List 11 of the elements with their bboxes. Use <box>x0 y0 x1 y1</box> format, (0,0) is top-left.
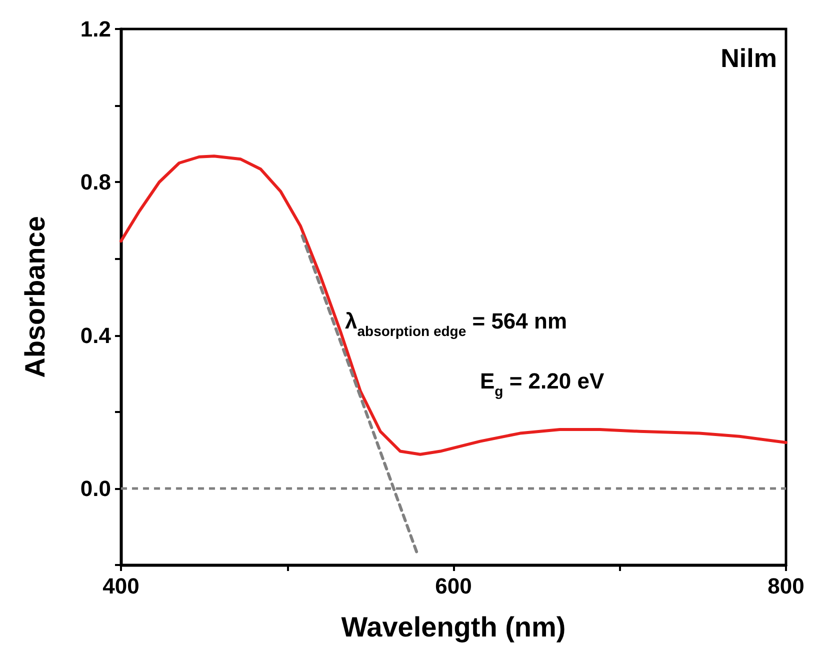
y-tick-label: 0.4 <box>80 322 112 348</box>
x-axis-title: Wavelength (nm) <box>341 612 566 642</box>
y-tick-label: 1.2 <box>80 16 111 42</box>
x-tick-label: 400 <box>102 574 140 598</box>
annotation: Nilm <box>720 43 777 73</box>
y-tick-label: 0.0 <box>80 476 111 501</box>
line-series <box>120 154 788 456</box>
y-tick-label: 0.8 <box>80 170 111 195</box>
x-tick-label: 600 <box>435 574 472 598</box>
y-axis-title: Absorbance <box>20 216 50 378</box>
x-tick-label: 800 <box>768 574 804 598</box>
